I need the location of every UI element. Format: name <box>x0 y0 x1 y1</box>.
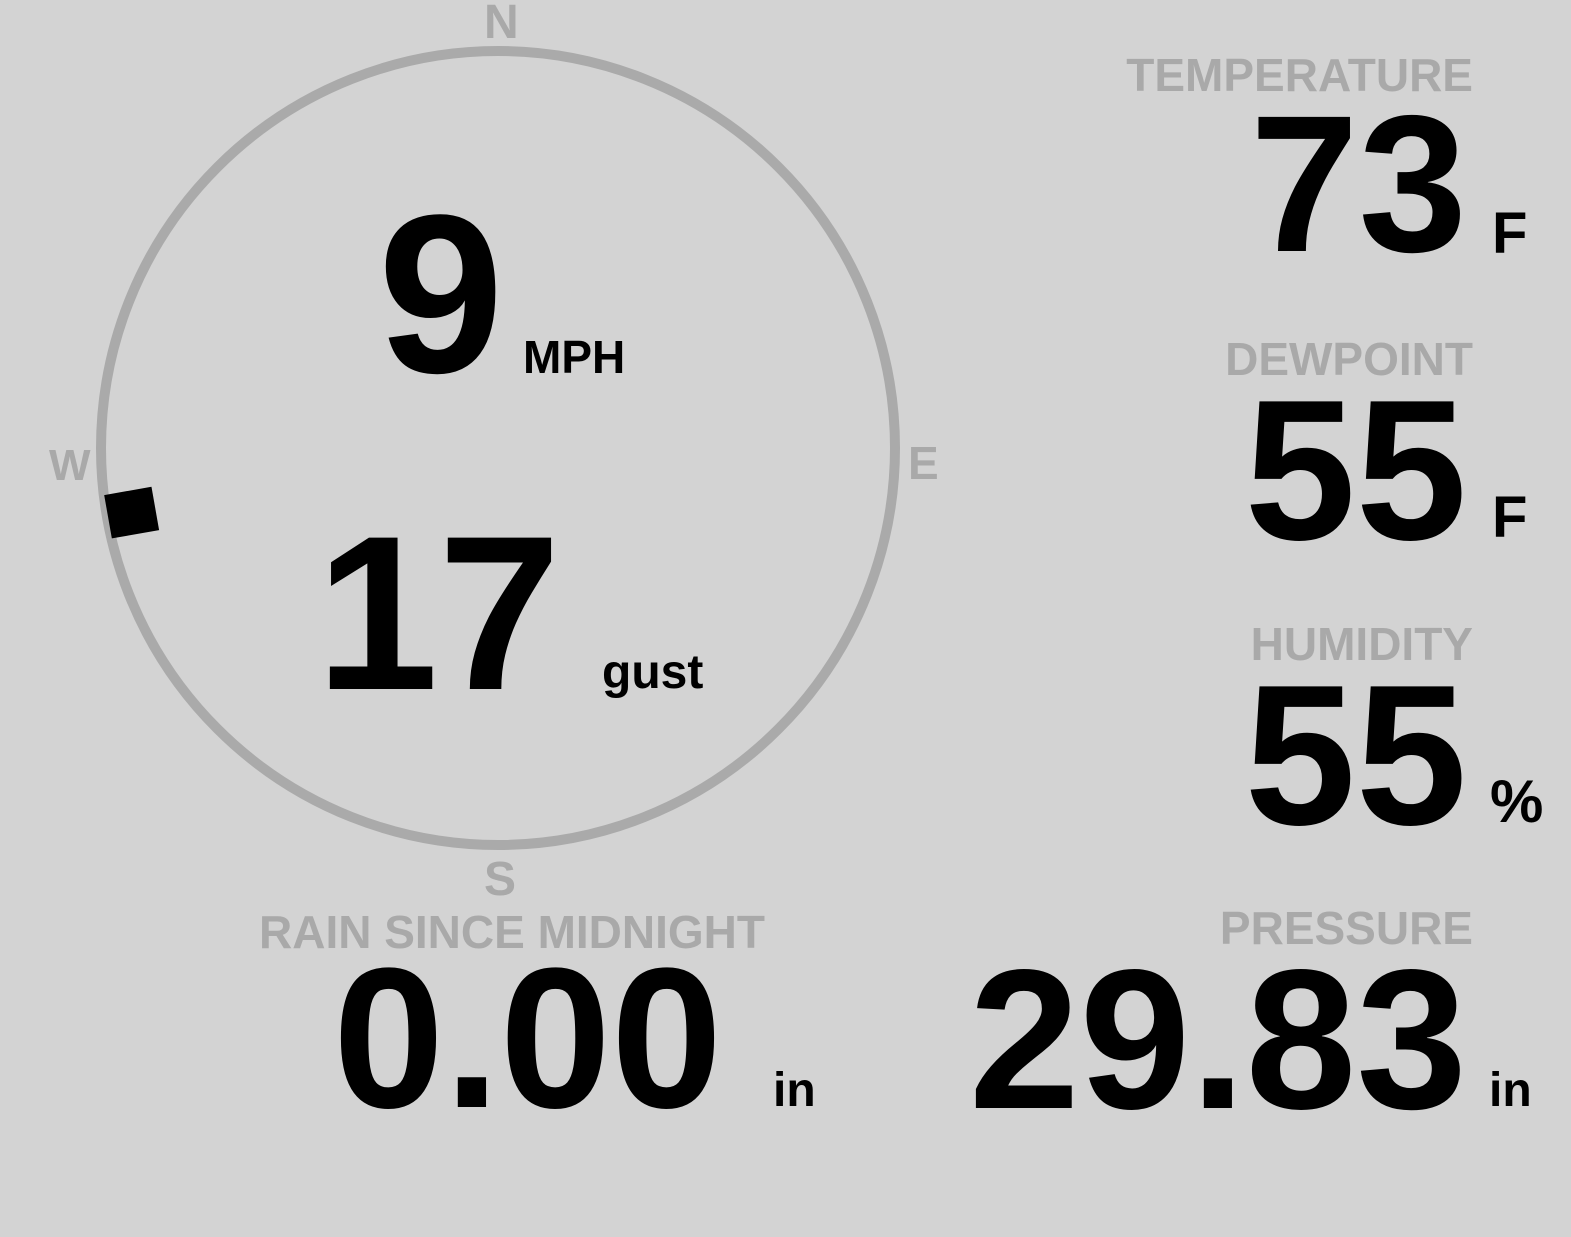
compass-south: S <box>484 853 517 906</box>
compass-east: E <box>908 437 939 489</box>
wind-speed-unit: MPH <box>523 331 626 383</box>
temperature-label: TEMPERATURE <box>1126 49 1473 101</box>
dewpoint-value: 55 <box>1244 359 1467 582</box>
rain-value: 0.00 <box>333 927 723 1150</box>
humidity-value: 55 <box>1244 644 1467 867</box>
wind-speed-value: 9 <box>378 167 504 420</box>
humidity-label: HUMIDITY <box>1250 618 1473 670</box>
pressure-label: PRESSURE <box>1219 902 1473 954</box>
rain-label: RAIN SINCE MIDNIGHT <box>259 906 765 958</box>
dewpoint-unit: F <box>1492 485 1528 550</box>
pressure-value: 29.83 <box>969 929 1467 1151</box>
pressure-unit: in <box>1489 1064 1532 1117</box>
rain-unit: in <box>773 1064 816 1117</box>
wind-direction-marker <box>104 486 160 539</box>
compass-ring <box>96 46 900 850</box>
humidity-unit: % <box>1490 768 1544 835</box>
temperature-value: 73 <box>1250 75 1467 293</box>
compass-north: N <box>484 0 519 49</box>
wind-gust-value: 17 <box>316 490 561 736</box>
temperature-unit: F <box>1492 201 1528 266</box>
wind-gust-label: gust <box>602 646 704 699</box>
dewpoint-label: DEWPOINT <box>1225 333 1473 385</box>
compass-west: W <box>49 441 91 490</box>
